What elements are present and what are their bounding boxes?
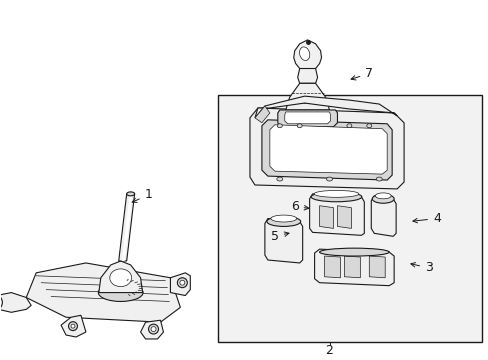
Ellipse shape [313,190,358,197]
Polygon shape [254,96,396,118]
Ellipse shape [299,47,309,60]
Polygon shape [26,263,180,322]
Ellipse shape [277,124,282,128]
Ellipse shape [266,217,300,226]
Ellipse shape [126,192,134,196]
Ellipse shape [297,124,302,128]
Polygon shape [254,106,269,123]
Polygon shape [370,196,395,236]
Ellipse shape [371,194,393,203]
Polygon shape [309,194,364,235]
Polygon shape [314,249,393,286]
Polygon shape [297,68,317,83]
Polygon shape [277,110,337,127]
Text: 7: 7 [350,67,372,80]
Ellipse shape [270,215,296,222]
Text: 2: 2 [325,344,333,357]
Polygon shape [368,256,385,278]
Ellipse shape [374,193,390,199]
Ellipse shape [366,124,371,128]
Ellipse shape [310,192,361,202]
Polygon shape [344,256,360,278]
Polygon shape [284,112,330,124]
Ellipse shape [98,284,143,301]
Polygon shape [324,256,340,278]
Polygon shape [119,194,134,261]
Text: 5: 5 [270,230,288,243]
Polygon shape [141,320,163,339]
Polygon shape [319,206,333,228]
Ellipse shape [0,296,2,309]
Ellipse shape [68,322,77,330]
Polygon shape [249,108,403,189]
Ellipse shape [71,324,75,328]
Ellipse shape [326,177,332,181]
Polygon shape [61,315,86,337]
Polygon shape [293,40,321,71]
Text: 4: 4 [412,212,440,225]
Ellipse shape [109,269,131,287]
Polygon shape [285,83,329,110]
Text: 6: 6 [290,200,308,213]
Ellipse shape [276,177,282,181]
Ellipse shape [319,248,388,256]
Text: 1: 1 [132,188,152,202]
Polygon shape [262,120,391,180]
Ellipse shape [151,327,156,332]
Ellipse shape [346,124,351,128]
Ellipse shape [148,324,158,334]
Polygon shape [170,273,190,296]
Text: 3: 3 [410,261,432,274]
Bar [218,95,481,342]
Polygon shape [337,206,351,228]
Ellipse shape [375,177,382,181]
Polygon shape [269,125,386,174]
Polygon shape [99,261,142,293]
Ellipse shape [180,280,184,285]
Polygon shape [264,219,302,263]
Polygon shape [122,194,132,261]
Polygon shape [0,293,31,312]
Ellipse shape [177,278,187,288]
